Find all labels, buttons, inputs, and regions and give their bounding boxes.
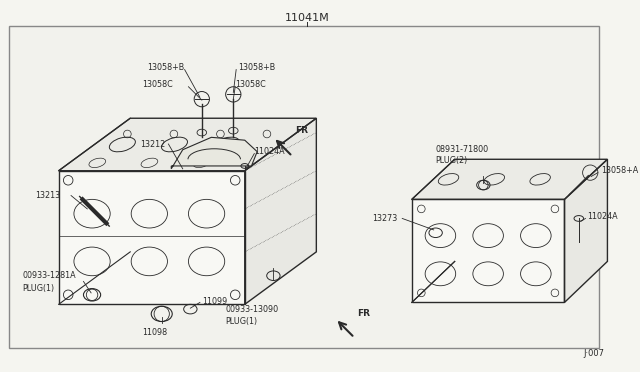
Polygon shape	[244, 118, 316, 304]
Text: PLUG(1): PLUG(1)	[22, 284, 54, 293]
Text: 00933-13090: 00933-13090	[226, 305, 279, 314]
Polygon shape	[412, 199, 564, 302]
Polygon shape	[172, 137, 257, 169]
Text: 13058+B: 13058+B	[238, 63, 275, 72]
Text: 13212: 13212	[140, 140, 165, 148]
Polygon shape	[412, 159, 607, 199]
Text: 13213: 13213	[35, 191, 60, 200]
Text: 08931-71800: 08931-71800	[436, 145, 489, 154]
Text: J·007: J·007	[584, 349, 605, 359]
Text: PLUG(2): PLUG(2)	[436, 156, 468, 165]
Polygon shape	[59, 171, 244, 304]
Text: FR: FR	[295, 126, 308, 135]
Text: 13273: 13273	[372, 214, 397, 223]
Polygon shape	[59, 118, 316, 171]
Text: PLUG(1): PLUG(1)	[226, 317, 258, 326]
Text: 11099: 11099	[202, 297, 227, 306]
Text: 13058C: 13058C	[143, 80, 173, 89]
Text: 11024A: 11024A	[588, 212, 618, 221]
Text: 13058C: 13058C	[236, 80, 266, 89]
Text: 11024A: 11024A	[254, 147, 285, 156]
Text: 11041M: 11041M	[284, 13, 329, 23]
Text: 11098: 11098	[143, 328, 168, 337]
Polygon shape	[564, 159, 607, 302]
Text: 13058+A: 13058+A	[601, 166, 638, 175]
Text: FR: FR	[357, 310, 371, 318]
Text: 00933-1281A: 00933-1281A	[22, 272, 76, 280]
Text: 13058+B: 13058+B	[147, 63, 185, 72]
